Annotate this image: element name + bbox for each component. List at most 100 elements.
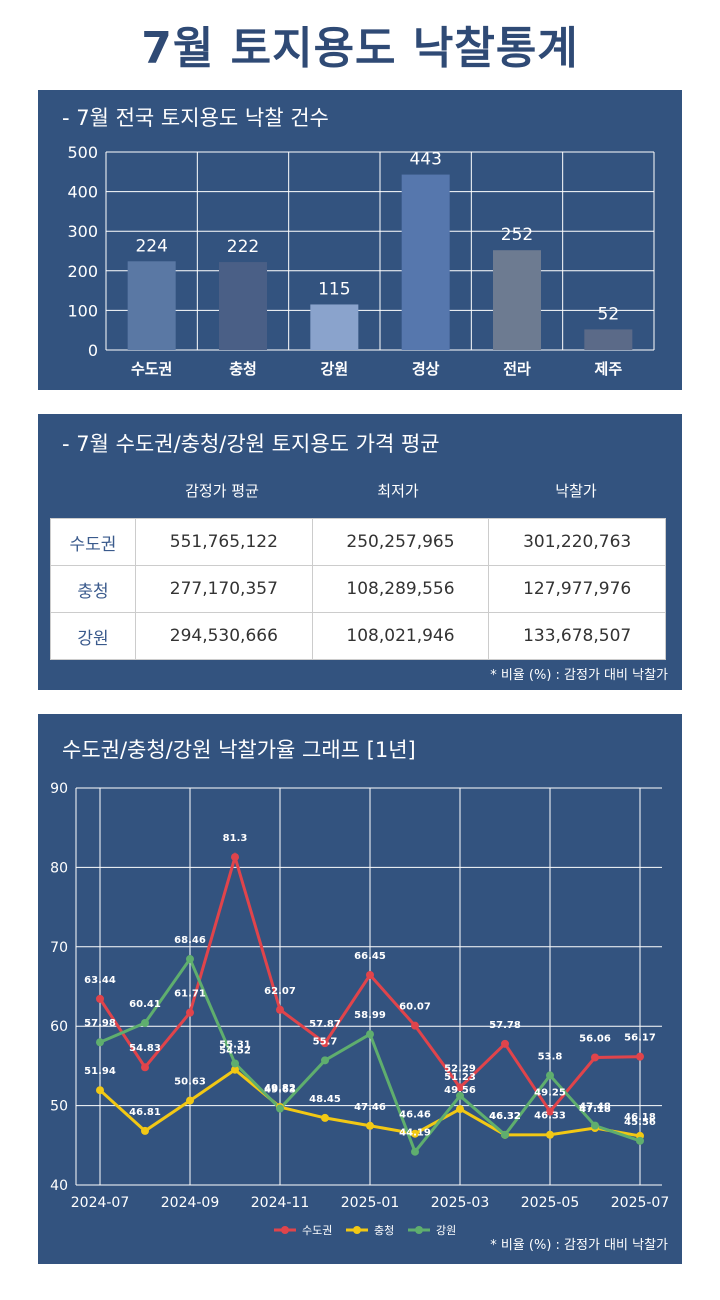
data-label: 68.46: [174, 935, 206, 946]
data-label: 57.98: [84, 1018, 116, 1029]
data-point: [186, 955, 194, 964]
data-point: [186, 1096, 194, 1105]
data-label: 51.23: [444, 1072, 476, 1083]
table-cell: 301,220,763: [488, 518, 666, 566]
data-label: 52: [598, 304, 620, 324]
y-tick-label: 50: [50, 1099, 68, 1115]
y-tick-label: 0: [88, 341, 98, 360]
table-row: 충청 277,170,357 108,289,556 127,977,976: [50, 565, 666, 613]
legend-marker: [353, 1226, 361, 1234]
x-tick-label: 2025-05: [521, 1195, 580, 1211]
data-label: 222: [227, 237, 259, 257]
data-label: 46.32: [489, 1111, 521, 1122]
data-point: [321, 1113, 329, 1122]
data-label: 44.19: [399, 1128, 431, 1139]
table-cell: 294,530,666: [135, 612, 313, 660]
ratio-note: * 비율 (%) : 감정가 대비 낙찰가: [490, 1238, 668, 1253]
y-tick-label: 400: [67, 183, 98, 202]
y-tick-label: 80: [50, 860, 68, 876]
row-label-gangwon: 강원: [50, 612, 136, 660]
page-title: 7월 토지용도 낙찰통계: [141, 23, 579, 74]
data-label: 52.29: [444, 1063, 476, 1074]
table-row: 수도권 551,765,122 250,257,965 301,220,763: [50, 518, 666, 566]
data-point: [456, 1091, 464, 1100]
data-point: [366, 970, 374, 979]
y-tick-label: 500: [67, 143, 98, 162]
data-label: 45.56: [624, 1117, 656, 1128]
y-tick-label: 70: [50, 940, 68, 956]
data-point: [456, 1105, 464, 1114]
bar-chart-title: - 7월 전국 토지용도 낙찰 건수: [62, 106, 329, 130]
bar-chart-panel: - 7월 전국 토지용도 낙찰 건수 0 100 200 300 400 500 224 수도…: [38, 90, 682, 390]
data-label: 49.25: [534, 1088, 566, 1099]
line-chart: 40 50 60 70 80 90 2024-07 2024-09 2024-11 2025-01…: [50, 781, 670, 1237]
data-point: [96, 1038, 104, 1047]
data-label: 81.3: [223, 833, 248, 844]
y-tick-label: 90: [50, 781, 68, 797]
data-label: 46.81: [129, 1107, 161, 1118]
data-label: 49.63: [264, 1085, 296, 1096]
data-label: 57.78: [489, 1020, 521, 1031]
legend-label: 강원: [436, 1224, 456, 1237]
data-point: [321, 1056, 329, 1065]
data-label: 57.87: [309, 1019, 341, 1030]
data-point: [96, 1086, 104, 1095]
bar: [127, 261, 176, 350]
data-point: [231, 1059, 239, 1068]
x-tick-label: 경상: [412, 360, 440, 378]
table-cell: 277,170,357: [135, 565, 313, 613]
data-label: 60.41: [129, 999, 161, 1010]
data-label: 55.31: [219, 1039, 251, 1050]
data-label: 51.94: [84, 1066, 116, 1077]
table-cell: 108,021,946: [311, 612, 490, 660]
data-label: 50.63: [174, 1077, 206, 1088]
data-label: 56.17: [624, 1033, 656, 1044]
bar: [401, 174, 450, 350]
legend-marker: [281, 1226, 289, 1234]
data-label: 53.8: [538, 1051, 563, 1062]
data-label: 62.07: [264, 986, 296, 997]
data-point: [411, 1021, 419, 1030]
data-label: 115: [318, 279, 350, 299]
data-point: [636, 1136, 644, 1145]
data-point: [366, 1030, 374, 1039]
column-header-winning-bid: 낙찰가: [555, 482, 597, 500]
data-point: [546, 1130, 554, 1139]
data-label: 56.06: [579, 1033, 611, 1044]
table-cell: 133,678,507: [488, 612, 666, 660]
data-point: [411, 1147, 419, 1156]
data-point: [501, 1039, 509, 1048]
x-tick-label: 수도권: [131, 360, 172, 378]
x-tick-label: 강원: [321, 360, 349, 378]
data-label: 54.52: [219, 1046, 251, 1057]
x-tick-label: 2025-03: [431, 1195, 490, 1211]
legend-label: 충청: [374, 1224, 394, 1237]
data-label: 54.83: [129, 1043, 161, 1054]
x-tick-label: 제주: [595, 360, 623, 378]
data-point: [276, 1104, 284, 1113]
data-point: [411, 1129, 419, 1138]
table-cell: 127,977,976: [488, 565, 666, 613]
x-tick-label: 2024-09: [161, 1195, 220, 1211]
table-cell: 108,289,556: [311, 565, 490, 613]
row-label-chungcheong: 충청: [50, 565, 136, 613]
y-tick-label: 60: [50, 1019, 68, 1035]
data-label: 46.32: [489, 1111, 521, 1122]
x-tick-label: 2025-07: [611, 1195, 670, 1211]
line-chart-title: 수도권/충청/강원 낙찰가율 그래프 [1년]: [62, 738, 416, 762]
data-label: 55.7: [313, 1036, 338, 1047]
data-label: 224: [135, 236, 167, 256]
data-point: [141, 1126, 149, 1135]
data-point: [591, 1053, 599, 1062]
column-header-minimum: 최저가: [377, 482, 419, 500]
data-label: 252: [501, 225, 533, 245]
data-point: [321, 1039, 329, 1048]
data-point: [591, 1121, 599, 1130]
y-tick-label: 40: [50, 1178, 68, 1194]
data-label: 47.18: [579, 1104, 611, 1115]
legend-label: 수도권: [302, 1224, 332, 1237]
bar: [310, 304, 359, 350]
data-label: 48.45: [309, 1094, 341, 1105]
data-label: 60.07: [399, 1002, 431, 1013]
x-tick-label: 2024-11: [251, 1195, 310, 1211]
